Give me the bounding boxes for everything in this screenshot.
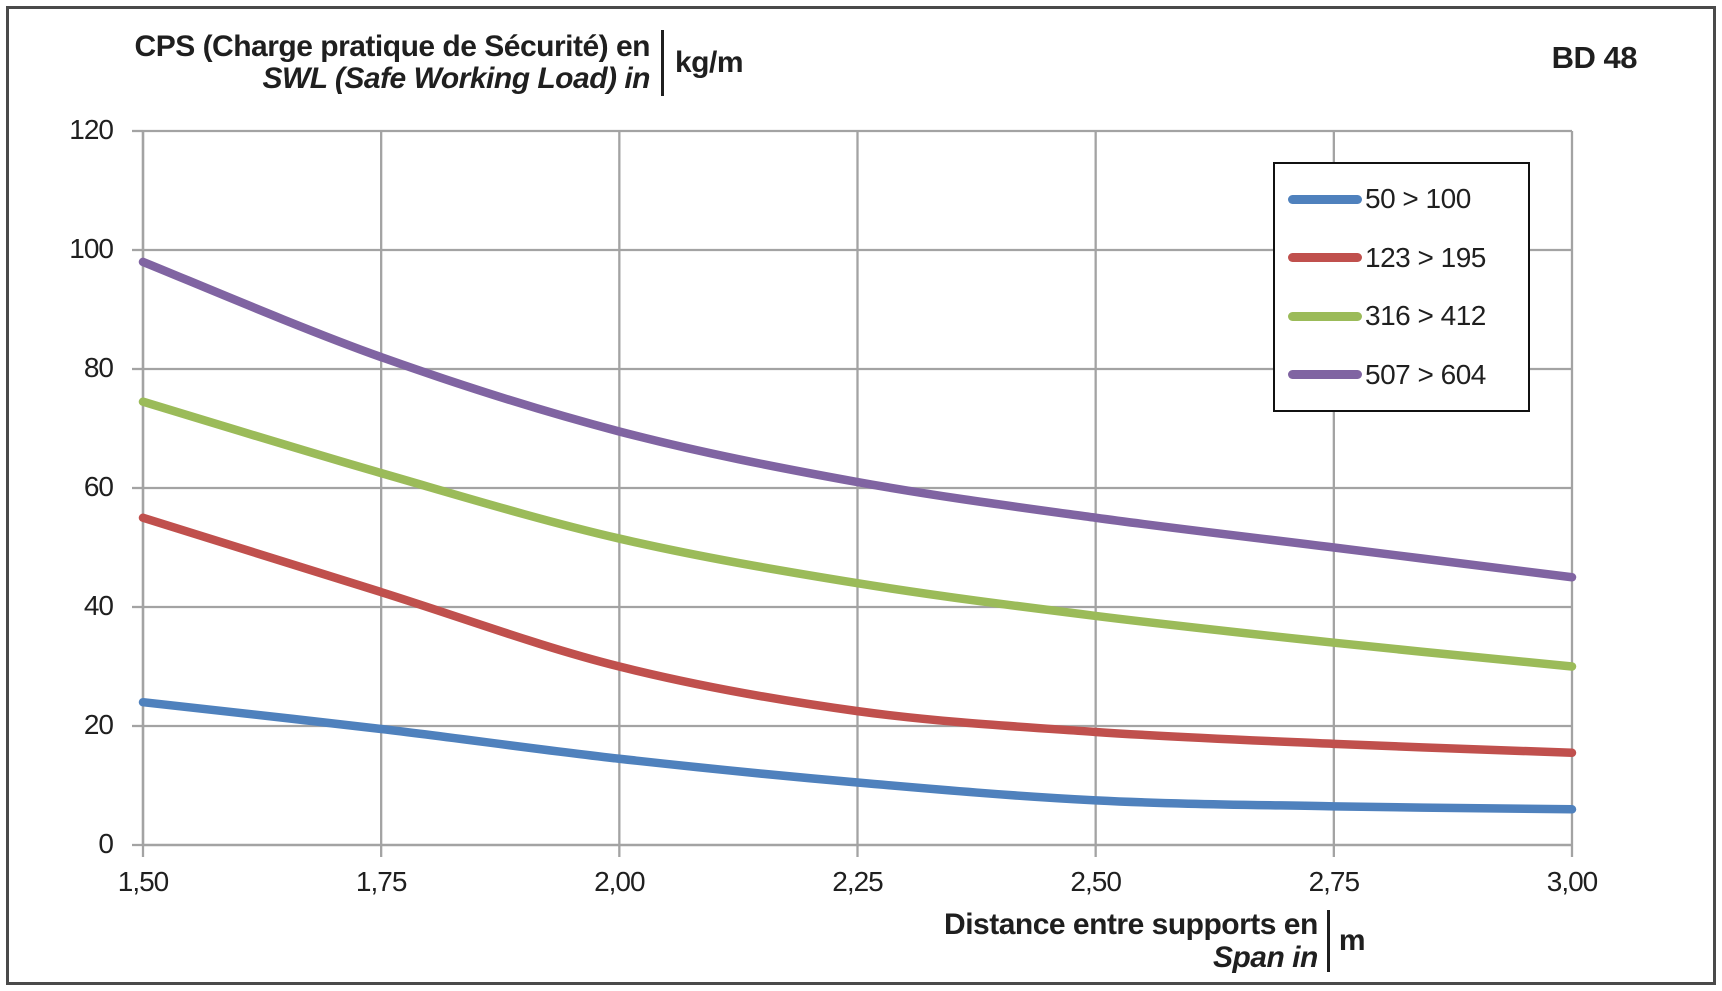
series-line-316-412 xyxy=(138,397,1577,671)
y-axis-title-block: CPS (Charge pratique de Sécurité) en SWL… xyxy=(50,30,744,96)
legend-item: 316 > 412 xyxy=(1275,300,1528,332)
x-tick-label: 1,75 xyxy=(355,866,408,897)
x-tick-label: 1,50 xyxy=(117,866,170,897)
x-axis-title-divider xyxy=(1326,910,1330,972)
y-axis-title-line2: SWL (Safe Working Load) in xyxy=(262,62,650,95)
x-axis-title: Distance entre supports en Span in xyxy=(944,908,1318,974)
legend: 50 > 100 123 > 195 316 > 412 507 > 604 xyxy=(1273,162,1530,412)
legend-label: 316 > 412 xyxy=(1365,300,1486,332)
legend-label: 507 > 604 xyxy=(1365,358,1486,390)
x-axis-title-line2: Span in xyxy=(1212,941,1318,974)
x-tick-label: 2,25 xyxy=(832,866,884,897)
series-line-50-100 xyxy=(138,697,1577,814)
x-tick-label: 3,00 xyxy=(1546,866,1599,897)
y-tick-label: 80 xyxy=(83,352,114,383)
y-tick-label: 100 xyxy=(69,233,114,264)
legend-swatch xyxy=(1288,311,1362,321)
legend-swatch xyxy=(1288,253,1362,263)
y-axis-title: CPS (Charge pratique de Sécurité) en SWL… xyxy=(50,30,651,95)
x-axis-title-line1: Distance entre supports en xyxy=(944,908,1318,941)
x-axis-unit: m xyxy=(1338,924,1366,957)
y-tick-label: 60 xyxy=(83,471,114,502)
y-axis-title-divider xyxy=(661,30,664,96)
legend-item: 507 > 604 xyxy=(1275,359,1528,391)
legend-item: 123 > 195 xyxy=(1275,242,1528,274)
series-line-507-604 xyxy=(138,257,1577,582)
y-tick-label: 120 xyxy=(69,114,114,145)
doc-badge: BD 48 xyxy=(1551,40,1638,75)
legend-label: 123 > 195 xyxy=(1365,241,1486,273)
y-tick-label: 0 xyxy=(98,828,114,859)
series-line-123-195 xyxy=(138,513,1577,758)
x-tick-label: 2,75 xyxy=(1308,866,1361,897)
y-axis-title-line1: CPS (Charge pratique de Sécurité) en xyxy=(134,30,651,63)
y-tick-label: 40 xyxy=(83,590,114,621)
legend-swatch xyxy=(1288,194,1362,204)
legend-item: 50 > 100 xyxy=(1275,183,1528,215)
x-tick-label: 2,50 xyxy=(1070,866,1122,897)
legend-label: 50 > 100 xyxy=(1365,183,1471,215)
legend-swatch xyxy=(1288,370,1362,380)
y-axis-unit: kg/m xyxy=(675,46,744,79)
x-axis-title-block: Distance entre supports en Span in m xyxy=(944,908,1365,974)
y-tick-label: 20 xyxy=(83,709,114,740)
x-tick-label: 2,00 xyxy=(594,866,646,897)
